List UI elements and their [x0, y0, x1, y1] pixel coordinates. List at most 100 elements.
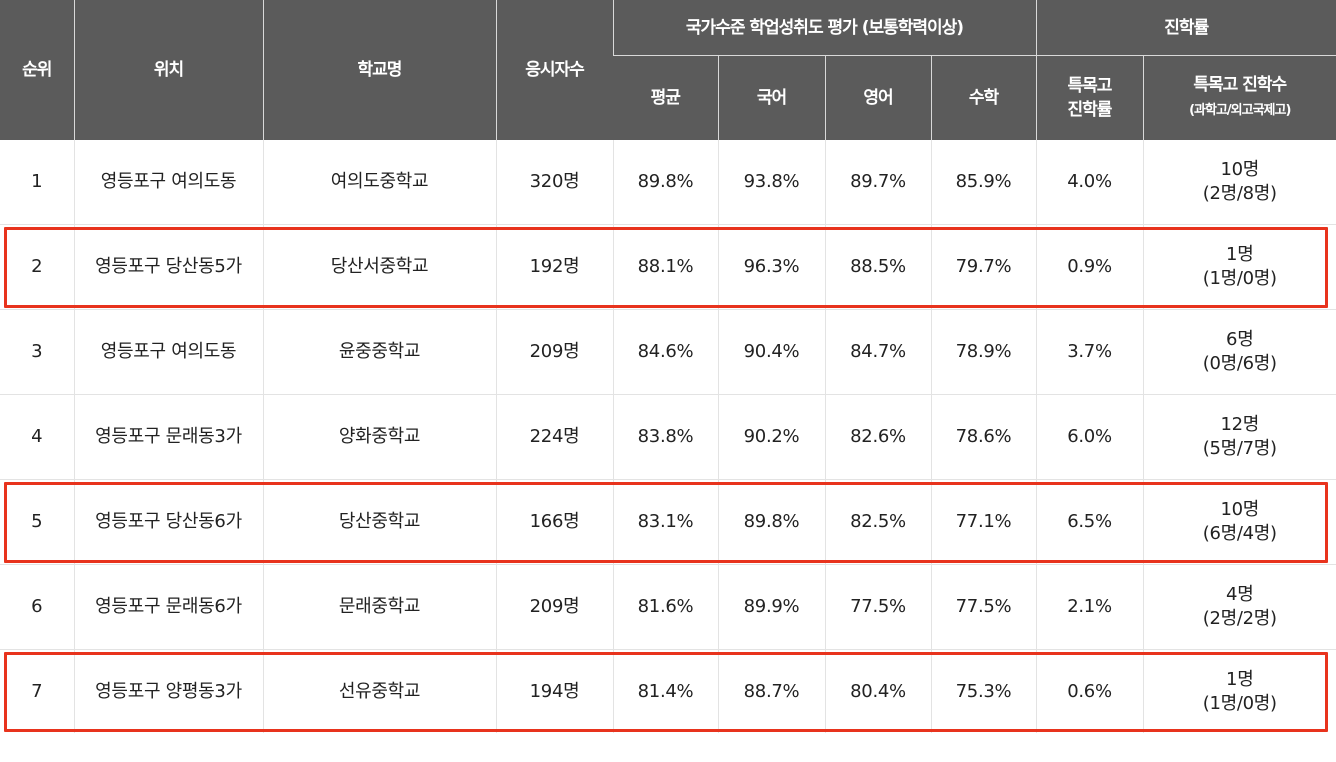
cell-math: 78.9%	[930, 309, 1036, 395]
cell-avg: 81.6%	[612, 564, 718, 650]
cell-school: 윤중중학교	[262, 309, 496, 395]
header-special-rate: 특목고 진학률	[1035, 55, 1143, 140]
header-korean: 국어	[717, 55, 825, 140]
cell-special-count: 1명 (1명/0명)	[1142, 649, 1336, 733]
cell-english: 88.5%	[824, 224, 931, 310]
cell-rank: 7	[31, 680, 43, 702]
cell-math: 75.3%	[930, 649, 1036, 733]
cell-examinees: 194명	[495, 649, 613, 733]
cell-school: 선유중학교	[262, 649, 496, 733]
table-row: 4 영등포구 문래동3가 양화중학교 224명 83.8% 90.2% 82.6% 78.6%…	[0, 394, 1336, 480]
cell-location: 영등포구 당산동6가	[73, 479, 263, 565]
table-body: 1 영등포구 여의도동 여의도중학교 320명 89.8% 93.8% 89.7% 85.9%…	[0, 140, 1336, 733]
cell-rank: 3	[0, 309, 74, 395]
cell-location: 영등포구 여의도동	[73, 309, 263, 395]
table-row: 5 영등포구 당산동6가 당산중학교 166명 83.1% 89.8% 82.5% 77.1%…	[0, 479, 1336, 565]
table-row: 6 영등포구 문래동6가 문래중학교 209명 81.6% 89.9% 77.5% 77.5%…	[0, 564, 1336, 650]
header-special-count-line1: 특목고 진학수	[1193, 75, 1287, 95]
cell-english: 84.7%	[824, 309, 931, 395]
cell-korean: 88.7%	[717, 649, 825, 733]
cell-korean: 90.2%	[717, 394, 825, 480]
table-header: 순위 위치 학교명 응시자수 국가수준 학업성취도 평가 (보통학력이상) 진학…	[0, 0, 1336, 140]
cell-location: 영등포구 당산동5가	[73, 224, 263, 310]
table-row: 2 영등포구 당산동5가 당산서중학교 192명 88.1% 96.3% 88.5% 79.7…	[0, 224, 1336, 310]
cell-school: 여의도중학교	[262, 140, 496, 225]
special-count-total: 1명	[1226, 244, 1254, 265]
cell-examinees: 320명	[495, 140, 613, 225]
cell-korean: 96.3%	[717, 224, 825, 310]
header-advancement-group: 진학률	[1035, 0, 1336, 56]
header-math: 수학	[930, 55, 1036, 140]
header-special-count: 특목고 진학수 (과학고/외고국제고)	[1142, 55, 1336, 140]
cell-school: 문래중학교	[262, 564, 496, 650]
cell-special-count: 12명 (5명/7명)	[1142, 394, 1336, 480]
header-avg: 평균	[613, 55, 718, 140]
header-examinees: 응시자수	[495, 0, 613, 140]
cell-english: 82.6%	[824, 394, 931, 480]
cell-math: 77.5%	[930, 564, 1036, 650]
cell-school: 당산중학교	[262, 479, 496, 565]
cell-special-count: 1명 (1명/0명)	[1142, 224, 1336, 310]
cell-english: 80.4%	[824, 649, 931, 733]
cell-special-rate: 6.0%	[1035, 394, 1143, 480]
cell-special-rate: 6.5%	[1035, 479, 1143, 565]
cell-avg: 83.8%	[612, 394, 718, 480]
special-count-total: 10명	[1220, 159, 1260, 180]
cell-special-rate: 0.9%	[1035, 224, 1143, 310]
cell-special-rate: 4.0%	[1035, 140, 1143, 225]
special-count-total: 1명	[1226, 668, 1254, 690]
cell-special-rate: 0.6%	[1035, 649, 1143, 733]
header-location: 위치	[73, 0, 263, 140]
special-count-split: (1명/0명)	[1202, 692, 1277, 714]
special-count-split: (0명/6명)	[1202, 353, 1277, 374]
special-count-split: (2명/2명)	[1202, 608, 1277, 629]
cell-location: 영등포구 양평동3가	[73, 649, 263, 733]
special-count-split: (5명/7명)	[1202, 438, 1277, 459]
cell-special-count: 4명 (2명/2명)	[1142, 564, 1336, 650]
special-count-total: 6명	[1226, 329, 1254, 350]
special-count-total: 10명	[1220, 499, 1260, 520]
cell-location: 영등포구 문래동6가	[73, 564, 263, 650]
cell-special-count: 6명 (0명/6명)	[1142, 309, 1336, 395]
table-row: 1 영등포구 여의도동 여의도중학교 320명 89.8% 93.8% 89.7% 85.9%…	[0, 140, 1336, 225]
special-count-split: (1명/0명)	[1202, 268, 1277, 289]
cell-math: 85.9%	[930, 140, 1036, 225]
header-english: 영어	[824, 55, 931, 140]
cell-rank: 4	[0, 394, 74, 480]
school-ranking-table: 순위 위치 학교명 응시자수 국가수준 학업성취도 평가 (보통학력이상) 진학…	[0, 0, 1336, 733]
cell-examinees: 192명	[495, 224, 613, 310]
cell-examinees: 166명	[495, 479, 613, 565]
cell-special-rate: 2.1%	[1035, 564, 1143, 650]
cell-examinees: 209명	[495, 309, 613, 395]
header-special-count-line2: (과학고/외고국제고)	[1189, 103, 1291, 118]
cell-math: 78.6%	[930, 394, 1036, 480]
cell-korean: 93.8%	[717, 140, 825, 225]
header-rank: 순위	[0, 0, 74, 140]
cell-english: 82.5%	[824, 479, 931, 565]
cell-avg: 81.4%	[612, 649, 718, 733]
cell-location: 영등포구 문래동3가	[73, 394, 263, 480]
cell-examinees: 209명	[495, 564, 613, 650]
header-special-rate-line1: 특목고	[1067, 76, 1113, 96]
cell-rank: 1	[0, 140, 74, 225]
special-count-total: 12명	[1220, 414, 1260, 435]
header-special-rate-line2: 진학률	[1067, 100, 1113, 120]
cell-school: 양화중학교	[262, 394, 496, 480]
cell-special-count: 10명 (2명/8명)	[1142, 140, 1336, 225]
cell-english: 77.5%	[824, 564, 931, 650]
cell-rank: 2	[0, 224, 74, 310]
cell-math: 79.7%	[930, 224, 1036, 310]
cell-rank: 6	[0, 564, 74, 650]
cell-avg: 89.8%	[612, 140, 718, 225]
cell-korean: 89.9%	[717, 564, 825, 650]
special-count-split: (2명/8명)	[1202, 183, 1277, 204]
cell-avg: 84.6%	[612, 309, 718, 395]
cell-korean: 90.4%	[717, 309, 825, 395]
cell-math: 77.1%	[930, 479, 1036, 565]
special-count-total: 4명	[1226, 584, 1254, 605]
cell-rank: 5	[0, 479, 74, 565]
cell-korean: 89.8%	[717, 479, 825, 565]
cell-examinees: 224명	[495, 394, 613, 480]
header-achievement-group: 국가수준 학업성취도 평가 (보통학력이상)	[612, 0, 1036, 56]
cell-special-count: 10명 (6명/4명)	[1142, 479, 1336, 565]
